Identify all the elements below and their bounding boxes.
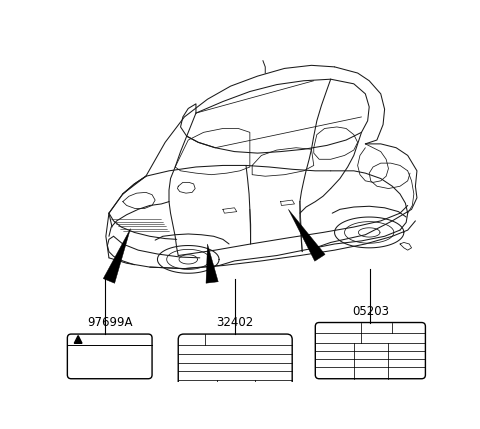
Polygon shape: [103, 229, 131, 283]
Text: 32402: 32402: [216, 317, 254, 329]
Polygon shape: [206, 244, 218, 283]
FancyBboxPatch shape: [315, 323, 425, 379]
Polygon shape: [288, 209, 325, 261]
Polygon shape: [74, 335, 82, 343]
Text: 97699A: 97699A: [87, 317, 132, 329]
FancyBboxPatch shape: [67, 334, 152, 379]
FancyBboxPatch shape: [178, 334, 292, 402]
Text: 05203: 05203: [352, 305, 389, 318]
